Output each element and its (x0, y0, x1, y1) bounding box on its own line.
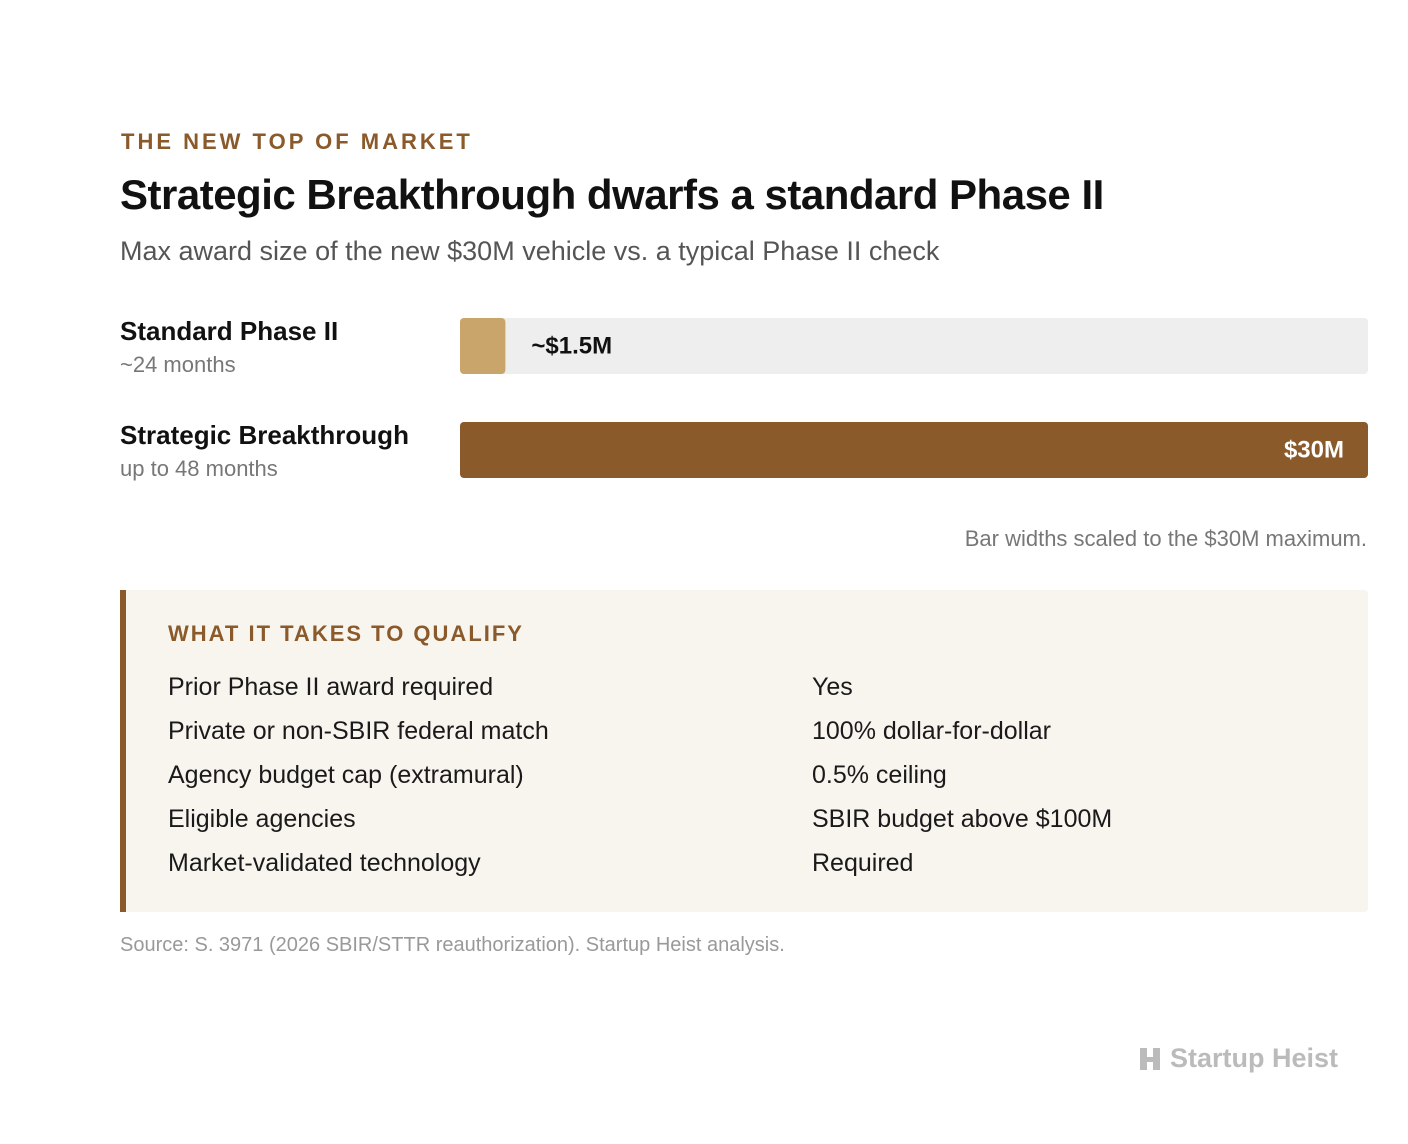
category-label: Strategic Breakthrough (120, 420, 409, 450)
bar (460, 422, 1368, 478)
bar-track (460, 318, 1368, 374)
brand: Startup Heist (1138, 1043, 1338, 1074)
requirement: 0.5% ceiling (812, 761, 947, 789)
chart-subtitle: Max award size of the new $30M vehicle v… (120, 236, 940, 266)
category-sublabel: up to 48 months (120, 456, 278, 481)
panel-title: WHAT IT TAKES TO QUALIFY (168, 621, 524, 646)
qualify-panel: WHAT IT TAKES TO QUALIFY Prior Phase II … (120, 590, 1368, 912)
criterion: Market-validated technology (168, 849, 481, 877)
requirement: SBIR budget above $100M (812, 805, 1113, 833)
value-label: ~$1.5M (531, 332, 612, 359)
brand-icon (1139, 1047, 1160, 1070)
chart-note: Bar widths scaled to the $30M maximum. (964, 526, 1367, 551)
category-sublabel: ~24 months (120, 352, 236, 377)
category-label: Standard Phase II (120, 316, 339, 346)
requirement: Yes (812, 673, 853, 701)
bar (460, 318, 506, 374)
requirement: 100% dollar-for-dollar (812, 717, 1052, 745)
chart-title: Strategic Breakthrough dwarfs a standard… (120, 171, 1104, 218)
criterion: Prior Phase II award required (168, 673, 494, 701)
kicker: THE NEW TOP OF MARKET (121, 129, 473, 154)
criterion: Agency budget cap (extramural) (168, 761, 524, 789)
brand-name: Startup Heist (1169, 1043, 1338, 1073)
source: Source: S. 3971 (2026 SBIR/STTR reauthor… (120, 934, 785, 956)
value-label: $30M (1284, 436, 1344, 463)
criterion: Eligible agencies (168, 805, 356, 833)
chart: ~$1.5M $30M (460, 318, 1368, 478)
criterion: Private or non-SBIR federal match (168, 717, 549, 745)
requirement: Required (812, 849, 914, 877)
